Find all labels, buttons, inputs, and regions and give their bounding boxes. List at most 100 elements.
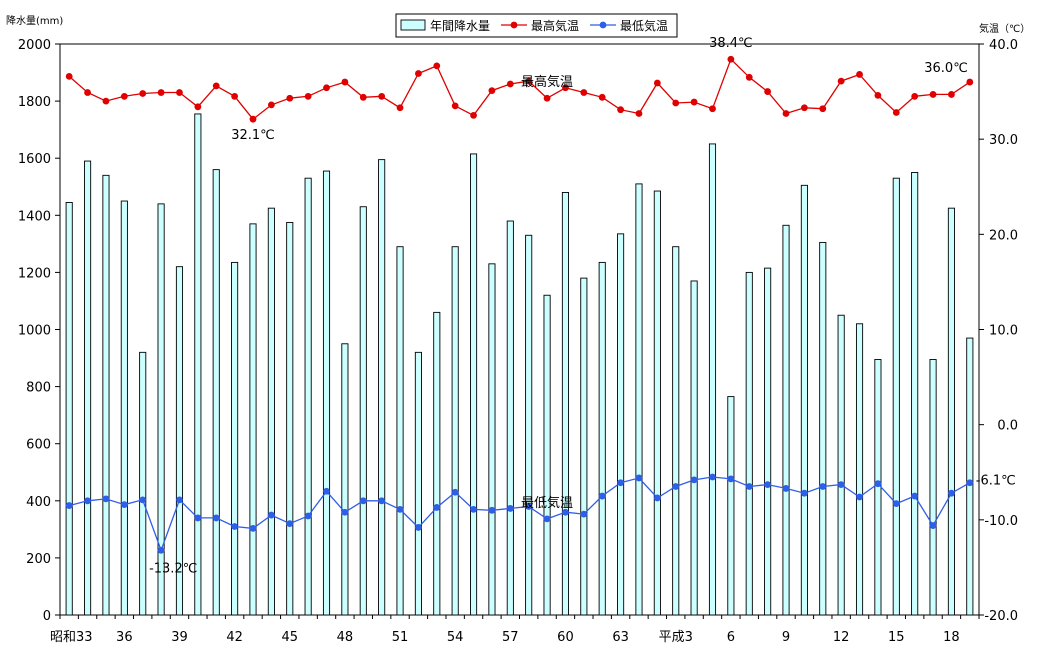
right-axis-title: 気温（℃） bbox=[979, 22, 1030, 35]
precipitation-bar bbox=[929, 359, 937, 616]
min-temp-point bbox=[506, 505, 514, 512]
precipitation-bar bbox=[359, 206, 367, 616]
legend-item-label: 最低気温 bbox=[620, 18, 668, 33]
annotation-label: -6.1℃ bbox=[976, 474, 1016, 489]
x-axis-tick-label: 6 bbox=[727, 630, 735, 645]
min-temp-point bbox=[856, 493, 863, 501]
annotation-label: 最高気温 bbox=[521, 74, 573, 90]
precipitation-bar bbox=[819, 241, 827, 616]
max-temp-point bbox=[727, 55, 735, 63]
min-temp-point bbox=[764, 481, 772, 489]
min-temp-point bbox=[341, 508, 349, 516]
max-temp-point bbox=[249, 115, 257, 123]
min-temp-point bbox=[709, 473, 716, 481]
min-temp-point bbox=[212, 514, 220, 522]
min-temp-point bbox=[562, 508, 569, 516]
max-temp-point bbox=[929, 91, 937, 98]
left-axis-tick-label: 1800 bbox=[18, 95, 51, 110]
x-axis-tick-label: 12 bbox=[833, 630, 850, 645]
max-temp-point bbox=[635, 110, 643, 117]
min-temp-point bbox=[690, 476, 698, 484]
min-temp-point bbox=[525, 503, 533, 510]
precipitation-bar bbox=[120, 200, 128, 616]
precipitation-bar bbox=[506, 220, 514, 616]
left-axis-tick-label: 1200 bbox=[18, 266, 51, 281]
annotation-label: 32.1℃ bbox=[231, 128, 275, 143]
min-temp-point bbox=[139, 496, 147, 504]
precipitation-bar bbox=[782, 224, 790, 616]
precipitation-bar bbox=[855, 323, 864, 616]
left-axis-tick-label: 2000 bbox=[18, 38, 51, 53]
precipitation-bar bbox=[543, 294, 551, 616]
left-axis-title: 降水量(mm) bbox=[6, 14, 63, 27]
max-temp-point bbox=[267, 101, 275, 109]
x-axis-tick-label: 45 bbox=[281, 630, 298, 645]
min-temp-point bbox=[892, 500, 900, 508]
min-temp-point bbox=[800, 489, 808, 497]
precipitation-bar bbox=[451, 246, 459, 616]
max-temp-point bbox=[323, 84, 330, 92]
max-temp-point bbox=[488, 87, 496, 95]
precipitation-bar bbox=[175, 266, 184, 616]
min-temp-point bbox=[488, 506, 496, 514]
plot-area: 0 200 400 600 800 1000 1200 1400 1600 1800 2000 -20… bbox=[18, 36, 1018, 645]
precipitation-bar bbox=[286, 221, 294, 616]
precipitation-bar bbox=[911, 172, 919, 616]
min-temp-series bbox=[65, 473, 974, 554]
legend-box bbox=[395, 13, 678, 38]
min-temp-point bbox=[617, 479, 624, 487]
max-temp-point bbox=[782, 110, 790, 117]
left-axis-tick-label: 600 bbox=[26, 438, 51, 453]
right-axis-tick-label: 0.0 bbox=[997, 419, 1018, 434]
max-temp-point bbox=[378, 92, 386, 100]
precipitation-bar bbox=[139, 351, 147, 616]
x-axis-tick-label: 51 bbox=[392, 630, 409, 645]
max-temp-point bbox=[84, 89, 91, 96]
min-temp-point bbox=[653, 494, 661, 502]
precipitation-bar bbox=[414, 351, 422, 616]
precipitation-bar bbox=[727, 396, 735, 616]
precipitation-bar bbox=[84, 160, 92, 616]
precipitation-bars bbox=[65, 113, 974, 616]
min-temp-point bbox=[433, 504, 441, 511]
min-temp-point bbox=[580, 510, 588, 518]
max-temp-point bbox=[948, 91, 955, 98]
legend-item-label: 年間降水量 bbox=[430, 19, 490, 33]
max-temp-point bbox=[415, 70, 422, 77]
precipitation-bar bbox=[212, 169, 220, 616]
precipitation-bar bbox=[745, 271, 753, 616]
max-temp-point bbox=[396, 104, 404, 112]
precipitation-bar bbox=[231, 261, 239, 616]
left-axis-tick-label: 0 bbox=[43, 609, 51, 624]
min-temp-point bbox=[267, 511, 275, 519]
min-temp-point bbox=[782, 485, 790, 492]
min-temp-point bbox=[543, 515, 551, 523]
min-temp-point bbox=[819, 483, 827, 490]
precipitation-bar bbox=[598, 261, 606, 616]
max-temp-point bbox=[157, 89, 165, 96]
precipitation-bar bbox=[947, 207, 955, 616]
min-temp-point bbox=[672, 483, 680, 490]
min-temp-point bbox=[396, 505, 404, 513]
x-axis-tick-label: 54 bbox=[447, 630, 464, 645]
precipitation-bar bbox=[561, 192, 569, 616]
precipitation-bar bbox=[892, 177, 900, 616]
max-temp-point bbox=[709, 105, 716, 113]
max-temp-point bbox=[819, 105, 827, 113]
max-temp-point bbox=[672, 99, 680, 107]
max-temp-point bbox=[525, 77, 533, 85]
min-temp-point bbox=[598, 492, 606, 500]
max-temp-point bbox=[874, 91, 882, 99]
right-axis-tick-label: 40.0 bbox=[989, 38, 1018, 53]
x-axis-tick-label: 63 bbox=[612, 630, 629, 645]
max-temp-point bbox=[892, 109, 900, 116]
max-temp-point bbox=[653, 79, 661, 87]
min-temp-point bbox=[157, 546, 165, 554]
max-temp-point bbox=[433, 62, 441, 70]
precipitation-bar bbox=[837, 314, 845, 616]
precipitation-bar bbox=[249, 223, 257, 616]
x-axis-tick-label: 42 bbox=[226, 630, 243, 645]
annotation-label: 最低気温 bbox=[521, 495, 573, 511]
min-temp-point bbox=[451, 488, 459, 496]
